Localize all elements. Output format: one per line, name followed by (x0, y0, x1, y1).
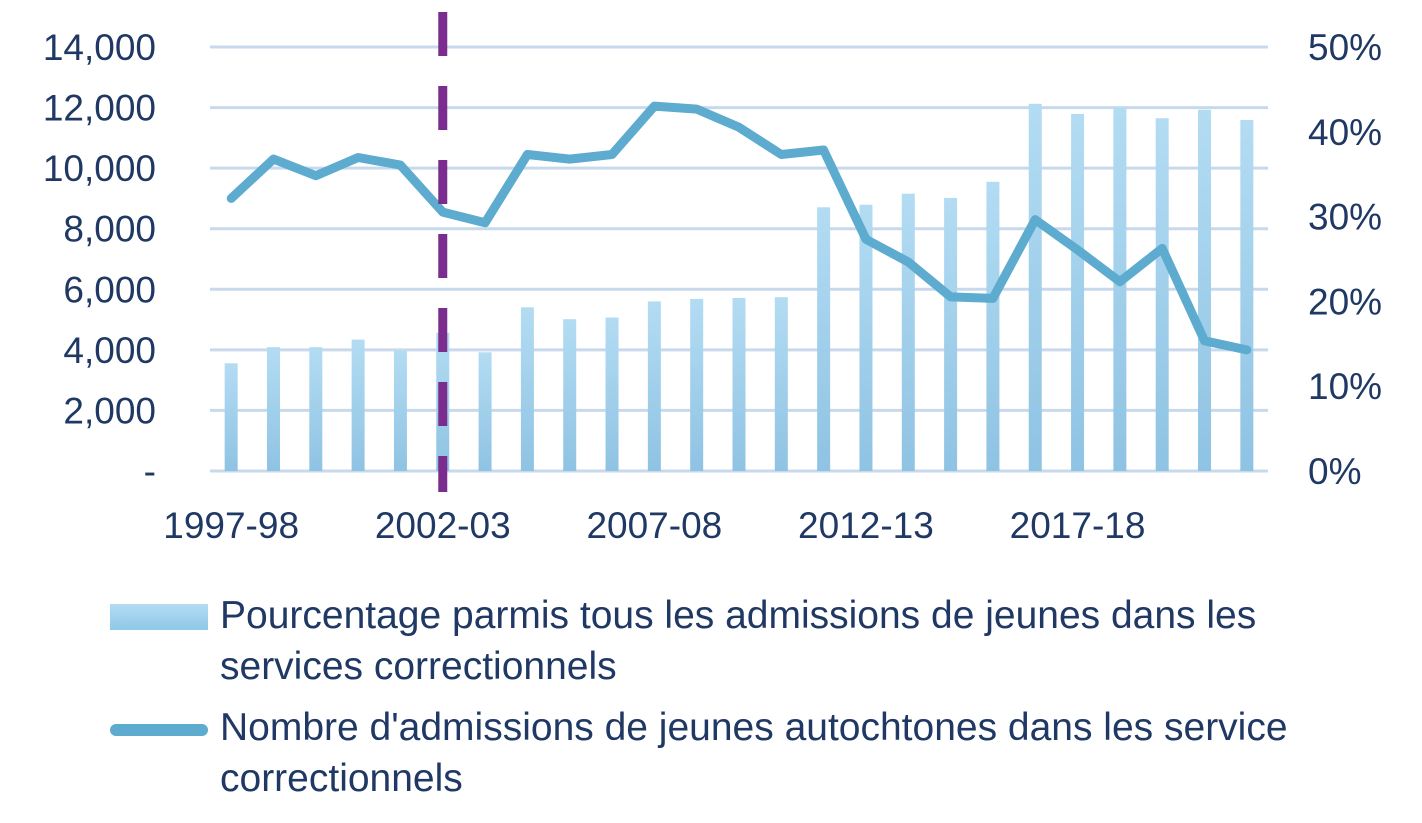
y-right-tick-label: 30% (1308, 197, 1382, 238)
bar (224, 363, 238, 471)
line-point (357, 157, 359, 159)
y-left-tick-label: 6,000 (63, 269, 156, 310)
y-left-tick-label: 2,000 (63, 390, 156, 431)
y-left-tick-label: - (144, 451, 156, 492)
y-right-tick-label: 40% (1308, 112, 1382, 153)
line-point (653, 105, 655, 107)
line-point (1077, 249, 1079, 251)
bar (774, 297, 788, 471)
legend-item-line: Nombre d'admissions de jeunes autochtone… (110, 702, 1410, 804)
legend: Pourcentage parmis tous les admissions d… (110, 590, 1410, 814)
line-point (992, 297, 994, 299)
y-left-tick-label: 12,000 (43, 88, 156, 129)
bar (901, 193, 915, 472)
bar (478, 352, 492, 471)
bar (647, 301, 661, 471)
bar (732, 298, 746, 471)
bar-series (224, 103, 1254, 472)
line-point (230, 197, 232, 199)
line-point (399, 164, 401, 166)
bar (986, 181, 1000, 471)
line-point (1119, 281, 1121, 283)
bar (817, 207, 831, 471)
line-point (865, 238, 867, 240)
line-point (315, 175, 317, 177)
legend-label: Pourcentage parmis tous les admissions d… (220, 594, 1257, 688)
bar (605, 317, 619, 471)
legend-bar-swatch (110, 604, 208, 630)
line-point (1161, 247, 1163, 249)
legend-label: Nombre d'admissions de jeunes autochtone… (220, 706, 1288, 800)
bar (520, 307, 534, 471)
bar (309, 347, 323, 471)
y-right-tick-label: 0% (1308, 451, 1361, 492)
line-point (1246, 349, 1248, 351)
y-left-tick-label: 14,000 (43, 27, 156, 68)
chart: -2,0004,0006,0008,00010,00012,00014,000 … (43, 12, 1382, 546)
x-tick-label: 2017-18 (1010, 505, 1146, 546)
line-point (569, 158, 571, 160)
line-point (611, 154, 613, 156)
y-axis-right: 0% 10% 20% 30% 40% 50% (1308, 27, 1382, 492)
x-tick-label: 2007-08 (586, 505, 722, 546)
y-right-tick-label: 20% (1308, 281, 1382, 322)
x-tick-label: 1997-98 (163, 505, 299, 546)
bar (266, 347, 280, 471)
line-point (1034, 219, 1036, 221)
bar (1028, 103, 1042, 471)
bar (690, 298, 704, 471)
line-point (526, 154, 528, 156)
bar (1155, 118, 1169, 472)
line-point (738, 126, 740, 128)
line-point (780, 154, 782, 156)
line-point (484, 222, 486, 224)
y-right-tick-label: 50% (1308, 27, 1382, 68)
line-point (1204, 340, 1206, 342)
line-point (272, 158, 274, 160)
line-point (907, 261, 909, 263)
y-right-tick-label: 10% (1308, 366, 1382, 407)
y-left-tick-label: 4,000 (63, 330, 156, 371)
bar (1240, 119, 1254, 471)
x-tick-label: 2012-13 (798, 505, 934, 546)
line-point (823, 149, 825, 151)
y-left-tick-label: 10,000 (43, 148, 156, 189)
bar (1071, 113, 1085, 471)
bar (563, 319, 577, 471)
line-point (950, 296, 952, 298)
bar (1113, 107, 1127, 471)
line-point (442, 211, 444, 213)
bar (351, 339, 365, 471)
bar (944, 197, 958, 471)
bar (393, 350, 407, 471)
y-left-tick-label: 8,000 (63, 209, 156, 250)
legend-line-swatch (110, 724, 208, 736)
line-series (226, 101, 1252, 355)
line-point (696, 108, 698, 110)
x-tick-label: 2002-03 (375, 505, 511, 546)
bar (1198, 109, 1212, 471)
y-axis-left: - 2,000 4,000 6,000 8,000 10,000 12,000 14,000 (43, 27, 156, 492)
x-axis: 1997-98 2002-03 2007-08 2012-13 2017-18 (163, 505, 1145, 546)
legend-item-bar: Pourcentage parmis tous les admissions d… (110, 590, 1410, 692)
bar (859, 204, 873, 471)
